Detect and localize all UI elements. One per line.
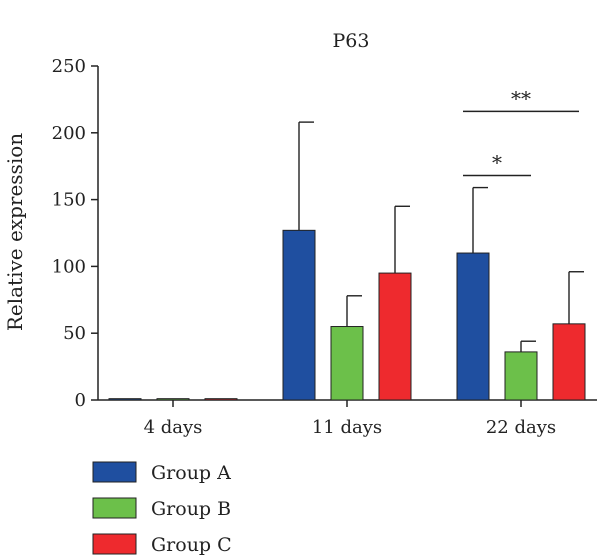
significance-label-0: * bbox=[492, 151, 502, 175]
bar-1-0 bbox=[282, 229, 316, 401]
bar-0-2 bbox=[204, 398, 238, 401]
x-tick-label-2: 22 days bbox=[486, 417, 556, 438]
legend-swatch-1 bbox=[92, 497, 137, 519]
x-tick-label-0: 4 days bbox=[144, 417, 203, 438]
bar-0-0 bbox=[108, 398, 142, 401]
significance-label-1: ** bbox=[511, 86, 531, 110]
y-axis: 0 50 100 150 200 250 bbox=[52, 56, 99, 411]
significance-annotations: *** bbox=[463, 86, 579, 177]
legend-swatch-2 bbox=[92, 533, 137, 555]
bar-2-1 bbox=[504, 351, 538, 401]
bar-0-1 bbox=[156, 398, 190, 401]
legend-swatch-0 bbox=[92, 461, 137, 483]
bar-1-1 bbox=[330, 326, 364, 401]
legend-label-2: Group C bbox=[151, 534, 232, 556]
bar-1-2 bbox=[378, 272, 412, 401]
bar-2-2 bbox=[552, 323, 586, 401]
y-tick-label-5: 250 bbox=[52, 56, 86, 77]
x-axis: 4 days 11 days 22 days bbox=[98, 399, 597, 438]
legend: Group A Group B Group C bbox=[92, 461, 232, 556]
chart-title: P63 bbox=[333, 30, 370, 52]
x-tick-label-1: 11 days bbox=[312, 417, 382, 438]
error-bars bbox=[298, 121, 584, 352]
y-tick-label-1: 50 bbox=[63, 323, 86, 344]
legend-label-1: Group B bbox=[151, 498, 231, 520]
y-tick-label-2: 100 bbox=[52, 256, 86, 277]
y-axis-title: Relative expression bbox=[3, 133, 27, 331]
y-tick-label-0: 0 bbox=[75, 390, 86, 411]
bars bbox=[108, 229, 586, 401]
y-tick-label-4: 200 bbox=[52, 123, 86, 144]
y-tick-label-3: 150 bbox=[52, 190, 86, 211]
bar-2-0 bbox=[456, 252, 490, 401]
legend-label-0: Group A bbox=[151, 462, 231, 484]
